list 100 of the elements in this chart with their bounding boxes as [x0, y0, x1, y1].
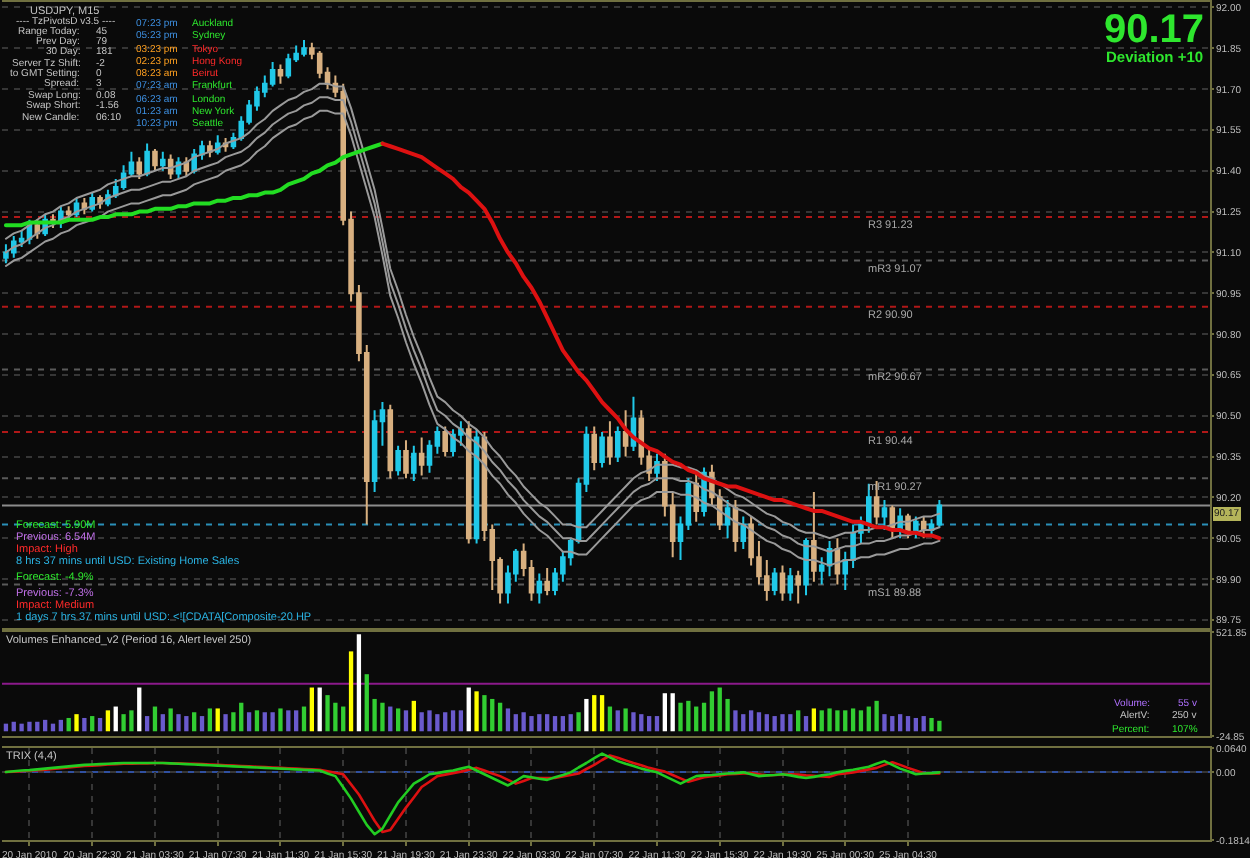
candlestick	[740, 515, 747, 551]
bar	[694, 706, 699, 732]
bar	[615, 710, 620, 732]
bar	[529, 716, 534, 732]
candlestick	[599, 431, 605, 469]
candlestick	[622, 409, 629, 458]
bar	[584, 698, 589, 732]
bar	[105, 710, 111, 732]
bar	[913, 717, 918, 732]
bar	[764, 714, 769, 732]
line-series	[3, 141, 385, 228]
bar	[733, 710, 738, 732]
bar	[411, 700, 416, 732]
bar	[348, 651, 354, 732]
candlestick	[795, 569, 801, 605]
bar	[380, 702, 385, 732]
bar	[254, 710, 260, 732]
candlestick	[144, 142, 150, 178]
bar	[129, 710, 134, 732]
bar	[646, 716, 652, 732]
bar	[356, 634, 362, 732]
bar	[505, 708, 511, 732]
bar	[239, 702, 244, 732]
bar	[835, 710, 840, 732]
bar	[678, 702, 683, 732]
candlestick	[803, 537, 809, 597]
bar	[74, 714, 79, 732]
bar	[419, 712, 424, 732]
bar	[395, 708, 401, 732]
bar	[168, 708, 173, 732]
candlestick	[881, 499, 888, 532]
bar	[560, 716, 566, 732]
candlestick	[442, 425, 448, 458]
bar	[427, 710, 432, 732]
bar	[662, 693, 667, 732]
bar	[66, 717, 71, 732]
bar	[882, 714, 887, 732]
bar	[199, 716, 205, 732]
candlestick	[285, 52, 292, 80]
bar	[82, 717, 87, 732]
bar	[905, 716, 911, 732]
bar	[592, 695, 597, 732]
bar	[654, 716, 660, 732]
bar	[819, 710, 824, 732]
bar	[278, 708, 283, 732]
candlestick	[418, 436, 425, 477]
candlestick	[411, 444, 417, 483]
candlestick	[277, 63, 284, 85]
bar	[192, 712, 197, 732]
bar	[364, 674, 369, 732]
bar	[176, 714, 181, 732]
bar	[670, 693, 675, 732]
bar	[701, 702, 707, 732]
bar	[333, 702, 338, 732]
bar	[482, 695, 487, 732]
bar	[631, 712, 636, 732]
bar	[474, 691, 479, 732]
bar	[607, 706, 613, 732]
candlestick	[834, 537, 841, 586]
candlestick	[152, 147, 158, 172]
bar	[490, 698, 495, 732]
bar	[545, 714, 550, 732]
candlestick	[771, 567, 778, 597]
candlestick	[787, 567, 794, 602]
bar	[121, 714, 126, 732]
candlestick	[913, 515, 919, 540]
bar	[890, 716, 895, 732]
candlestick	[3, 243, 9, 265]
candlestick	[403, 439, 409, 480]
bar	[772, 716, 777, 732]
bar	[144, 716, 150, 732]
bar	[262, 712, 267, 732]
candlestick	[544, 567, 550, 597]
bar	[160, 714, 165, 732]
bar	[898, 714, 903, 732]
bar	[827, 708, 832, 732]
bar	[223, 714, 228, 732]
candlestick	[97, 194, 103, 210]
candlestick	[693, 471, 699, 523]
candlestick	[536, 572, 543, 605]
bar	[19, 723, 24, 732]
bar	[317, 687, 322, 732]
bar	[27, 721, 32, 732]
candlestick	[371, 409, 378, 493]
bar	[568, 714, 573, 732]
candlestick	[779, 564, 786, 602]
bar	[843, 710, 848, 732]
bar	[309, 687, 314, 732]
bar	[929, 717, 934, 732]
bar	[137, 687, 142, 732]
bar	[796, 710, 801, 732]
bar	[97, 717, 103, 732]
bar	[513, 714, 518, 732]
candlestick	[614, 425, 621, 463]
bar	[686, 700, 691, 732]
bar	[90, 716, 95, 732]
bar	[443, 712, 448, 732]
bar	[341, 706, 346, 732]
candlestick	[607, 420, 613, 466]
candlestick	[301, 39, 307, 58]
